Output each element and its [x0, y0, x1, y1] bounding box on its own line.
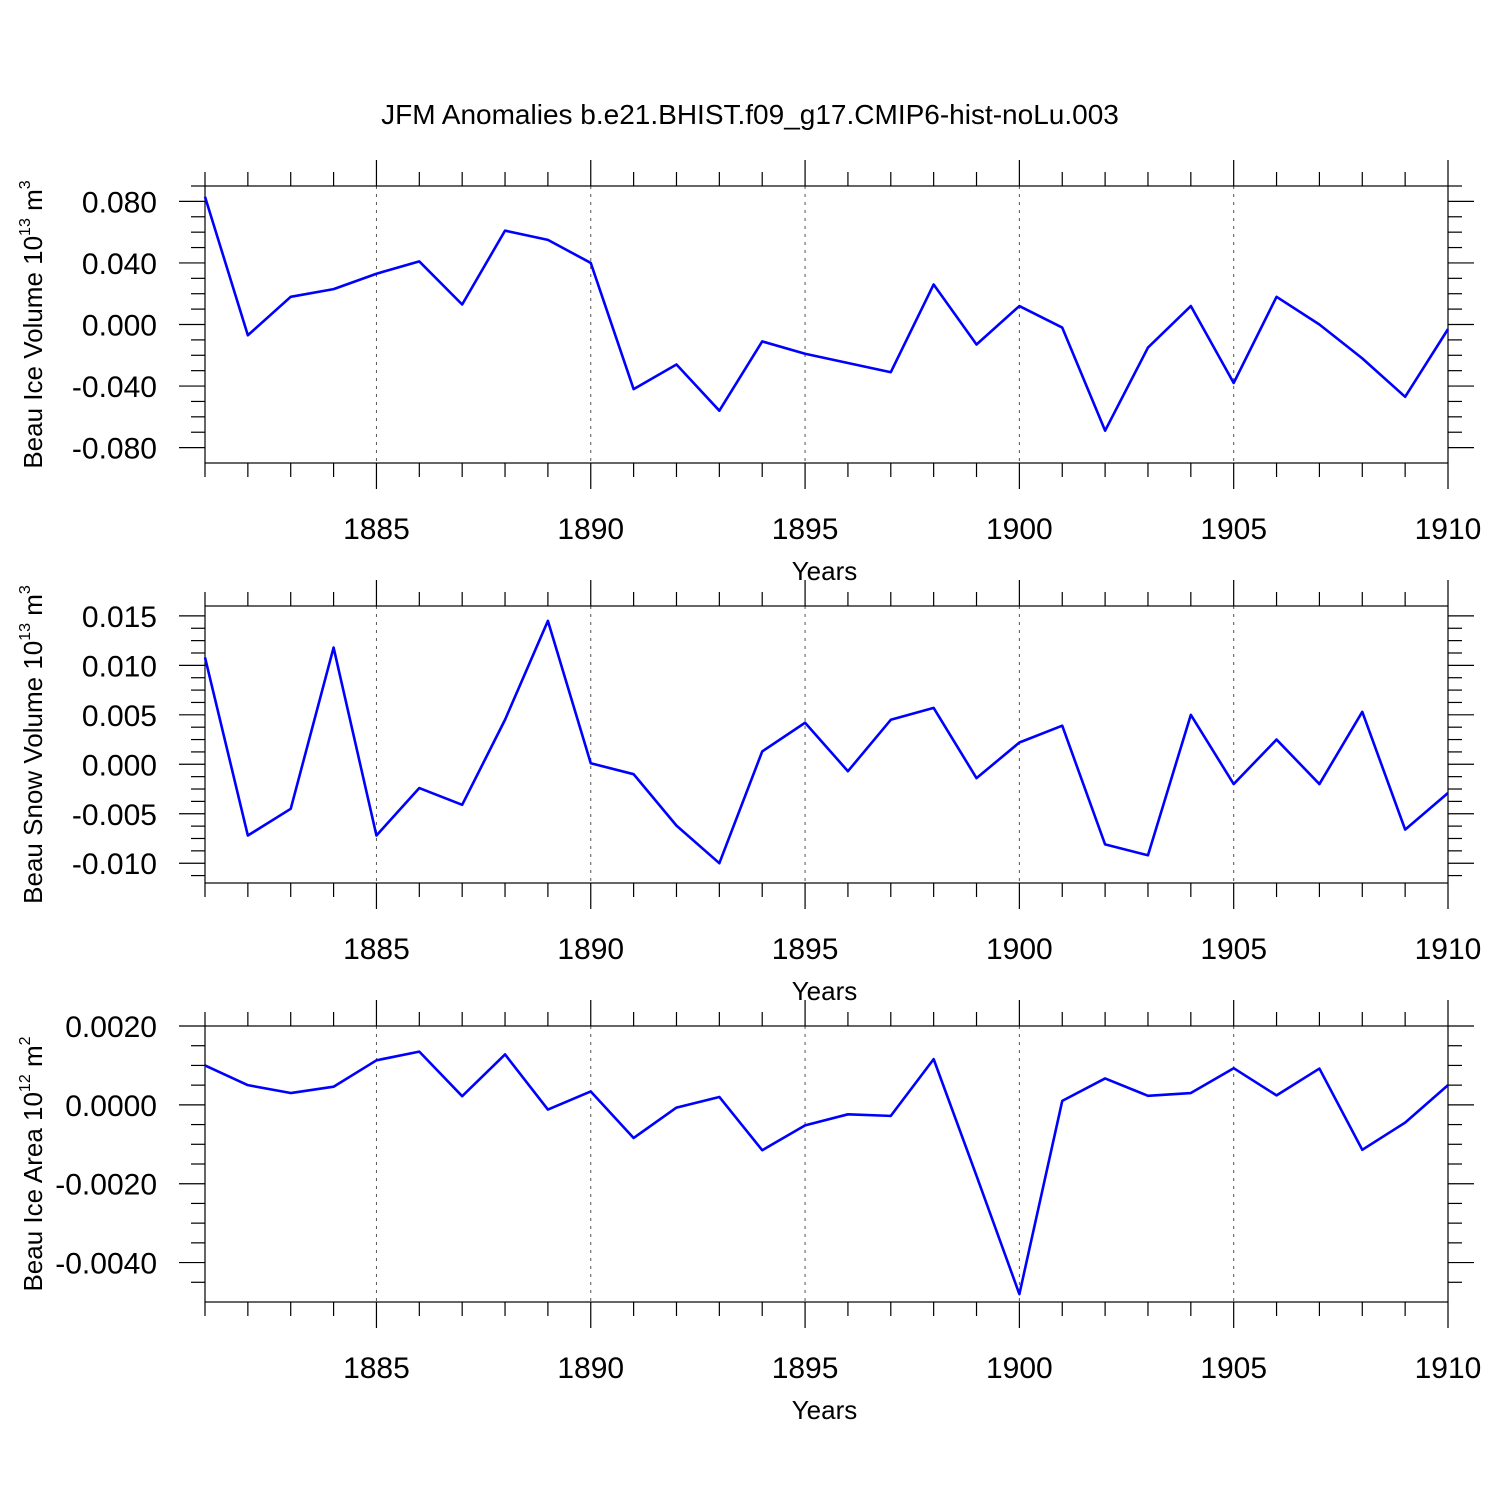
y-tick-label: -0.080: [72, 433, 157, 466]
series-line: [203, 619, 1449, 865]
plot-frame: [204, 1025, 1449, 1303]
y-tick-label: 0.0020: [65, 1011, 157, 1044]
plot-frame: [204, 605, 1449, 884]
y-tick-label: 0.000: [82, 749, 157, 782]
x-tick-label: 1910: [1415, 1352, 1482, 1385]
y-axis-label: Beau Ice Volume 1013 m3: [17, 180, 48, 468]
y-tick-label: 0.0000: [65, 1090, 157, 1123]
x-axis-label: Years: [792, 556, 858, 586]
panel-1: 1885 1890 1895 1900 1905 1910 Years 0.080 0.040 0…: [17, 160, 1481, 586]
x-axis-label: Years: [792, 1395, 858, 1425]
x-tick-label: 1895: [772, 513, 839, 546]
y-tick-label: -0.0020: [55, 1169, 157, 1202]
x-tick-label: 1905: [1200, 933, 1267, 966]
x-tick-label: 1890: [557, 933, 624, 966]
y-tick-label: 0.000: [82, 310, 157, 343]
x-tick-label: 1910: [1415, 513, 1482, 546]
x-tick-label: 1900: [986, 933, 1053, 966]
y-tick-label: -0.010: [72, 848, 157, 881]
y-axis-label: Beau Ice Area 1012 m2: [17, 1036, 48, 1291]
x-tick-label: 1900: [986, 513, 1053, 546]
panel-3: 1885 1890 1895 1900 1905 1910 Years 0.0020 0.000…: [17, 1000, 1481, 1425]
x-tick-label: 1890: [557, 513, 624, 546]
y-tick-label: -0.040: [72, 371, 157, 404]
panel-2: 1885 1890 1895 1900 1905 1910 Years 0.015 0.010 0…: [17, 580, 1481, 1006]
x-axis-label: Years: [792, 976, 858, 1006]
x-tick-label: 1885: [343, 1352, 410, 1385]
series-line: [203, 196, 1450, 432]
y-tick-label: 0.040: [82, 248, 157, 281]
x-tick-label: 1910: [1415, 933, 1482, 966]
y-tick-label: -0.0040: [55, 1248, 157, 1281]
x-tick-label: 1885: [343, 933, 410, 966]
y-tick-label: 0.005: [82, 700, 157, 733]
x-tick-label: 1900: [986, 1352, 1053, 1385]
y-tick-label: 0.015: [82, 601, 157, 634]
x-tick-label: 1905: [1200, 513, 1267, 546]
y-tick-label: 0.080: [82, 186, 157, 219]
chart-title: JFM Anomalies b.e21.BHIST.f09_g17.CMIP6-…: [381, 99, 1119, 130]
series-line: [204, 1050, 1449, 1296]
panels: 1885 1890 1895 1900 1905 1910 Years 0.080 0.040 0…: [17, 160, 1481, 1425]
x-tick-label: 1895: [772, 933, 839, 966]
x-tick-label: 1890: [557, 1352, 624, 1385]
y-tick-label: 0.010: [82, 650, 157, 683]
x-tick-label: 1885: [343, 513, 410, 546]
x-tick-label: 1905: [1200, 1352, 1267, 1385]
x-tick-label: 1895: [772, 1352, 839, 1385]
y-tick-label: -0.005: [72, 799, 157, 832]
y-axis-label: Beau Snow Volume 1013 m3: [17, 585, 48, 904]
